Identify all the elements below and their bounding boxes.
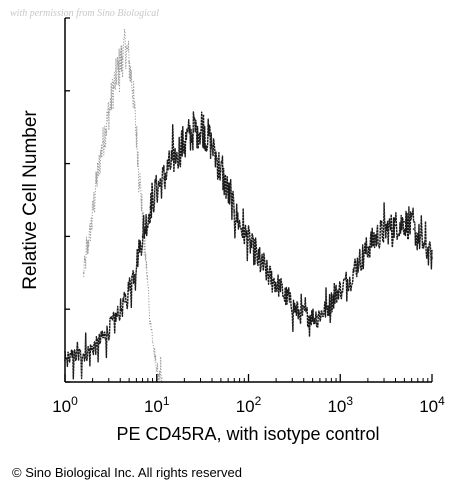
series-isotype-control — [82, 28, 164, 383]
data-point — [113, 86, 115, 88]
watermark-text: with permission from Sino Biological — [10, 8, 160, 19]
plot-area — [64, 28, 433, 383]
data-point — [128, 60, 130, 63]
x-tick-label: 102 — [236, 394, 262, 416]
data-point — [124, 301, 126, 303]
data-point — [403, 221, 406, 223]
series-trace — [83, 28, 163, 383]
axes: 100 101 102 103 104 — [52, 17, 445, 416]
data-point — [183, 141, 186, 143]
x-tick-label: 101 — [144, 394, 170, 416]
series-trace — [64, 111, 433, 380]
data-point — [412, 228, 415, 230]
x-tick-label: 104 — [419, 394, 445, 416]
x-tick-label: 100 — [52, 394, 78, 416]
series-pe-cd45ra — [64, 111, 433, 380]
y-axis-label: Relative Cell Number — [20, 110, 41, 290]
x-tick-label: 103 — [327, 394, 353, 416]
data-point — [288, 301, 291, 303]
copyright-text: © Sino Biological Inc. All rights reserv… — [12, 465, 242, 480]
x-axis-label: PE CD45RA, with isotype control — [116, 424, 379, 444]
